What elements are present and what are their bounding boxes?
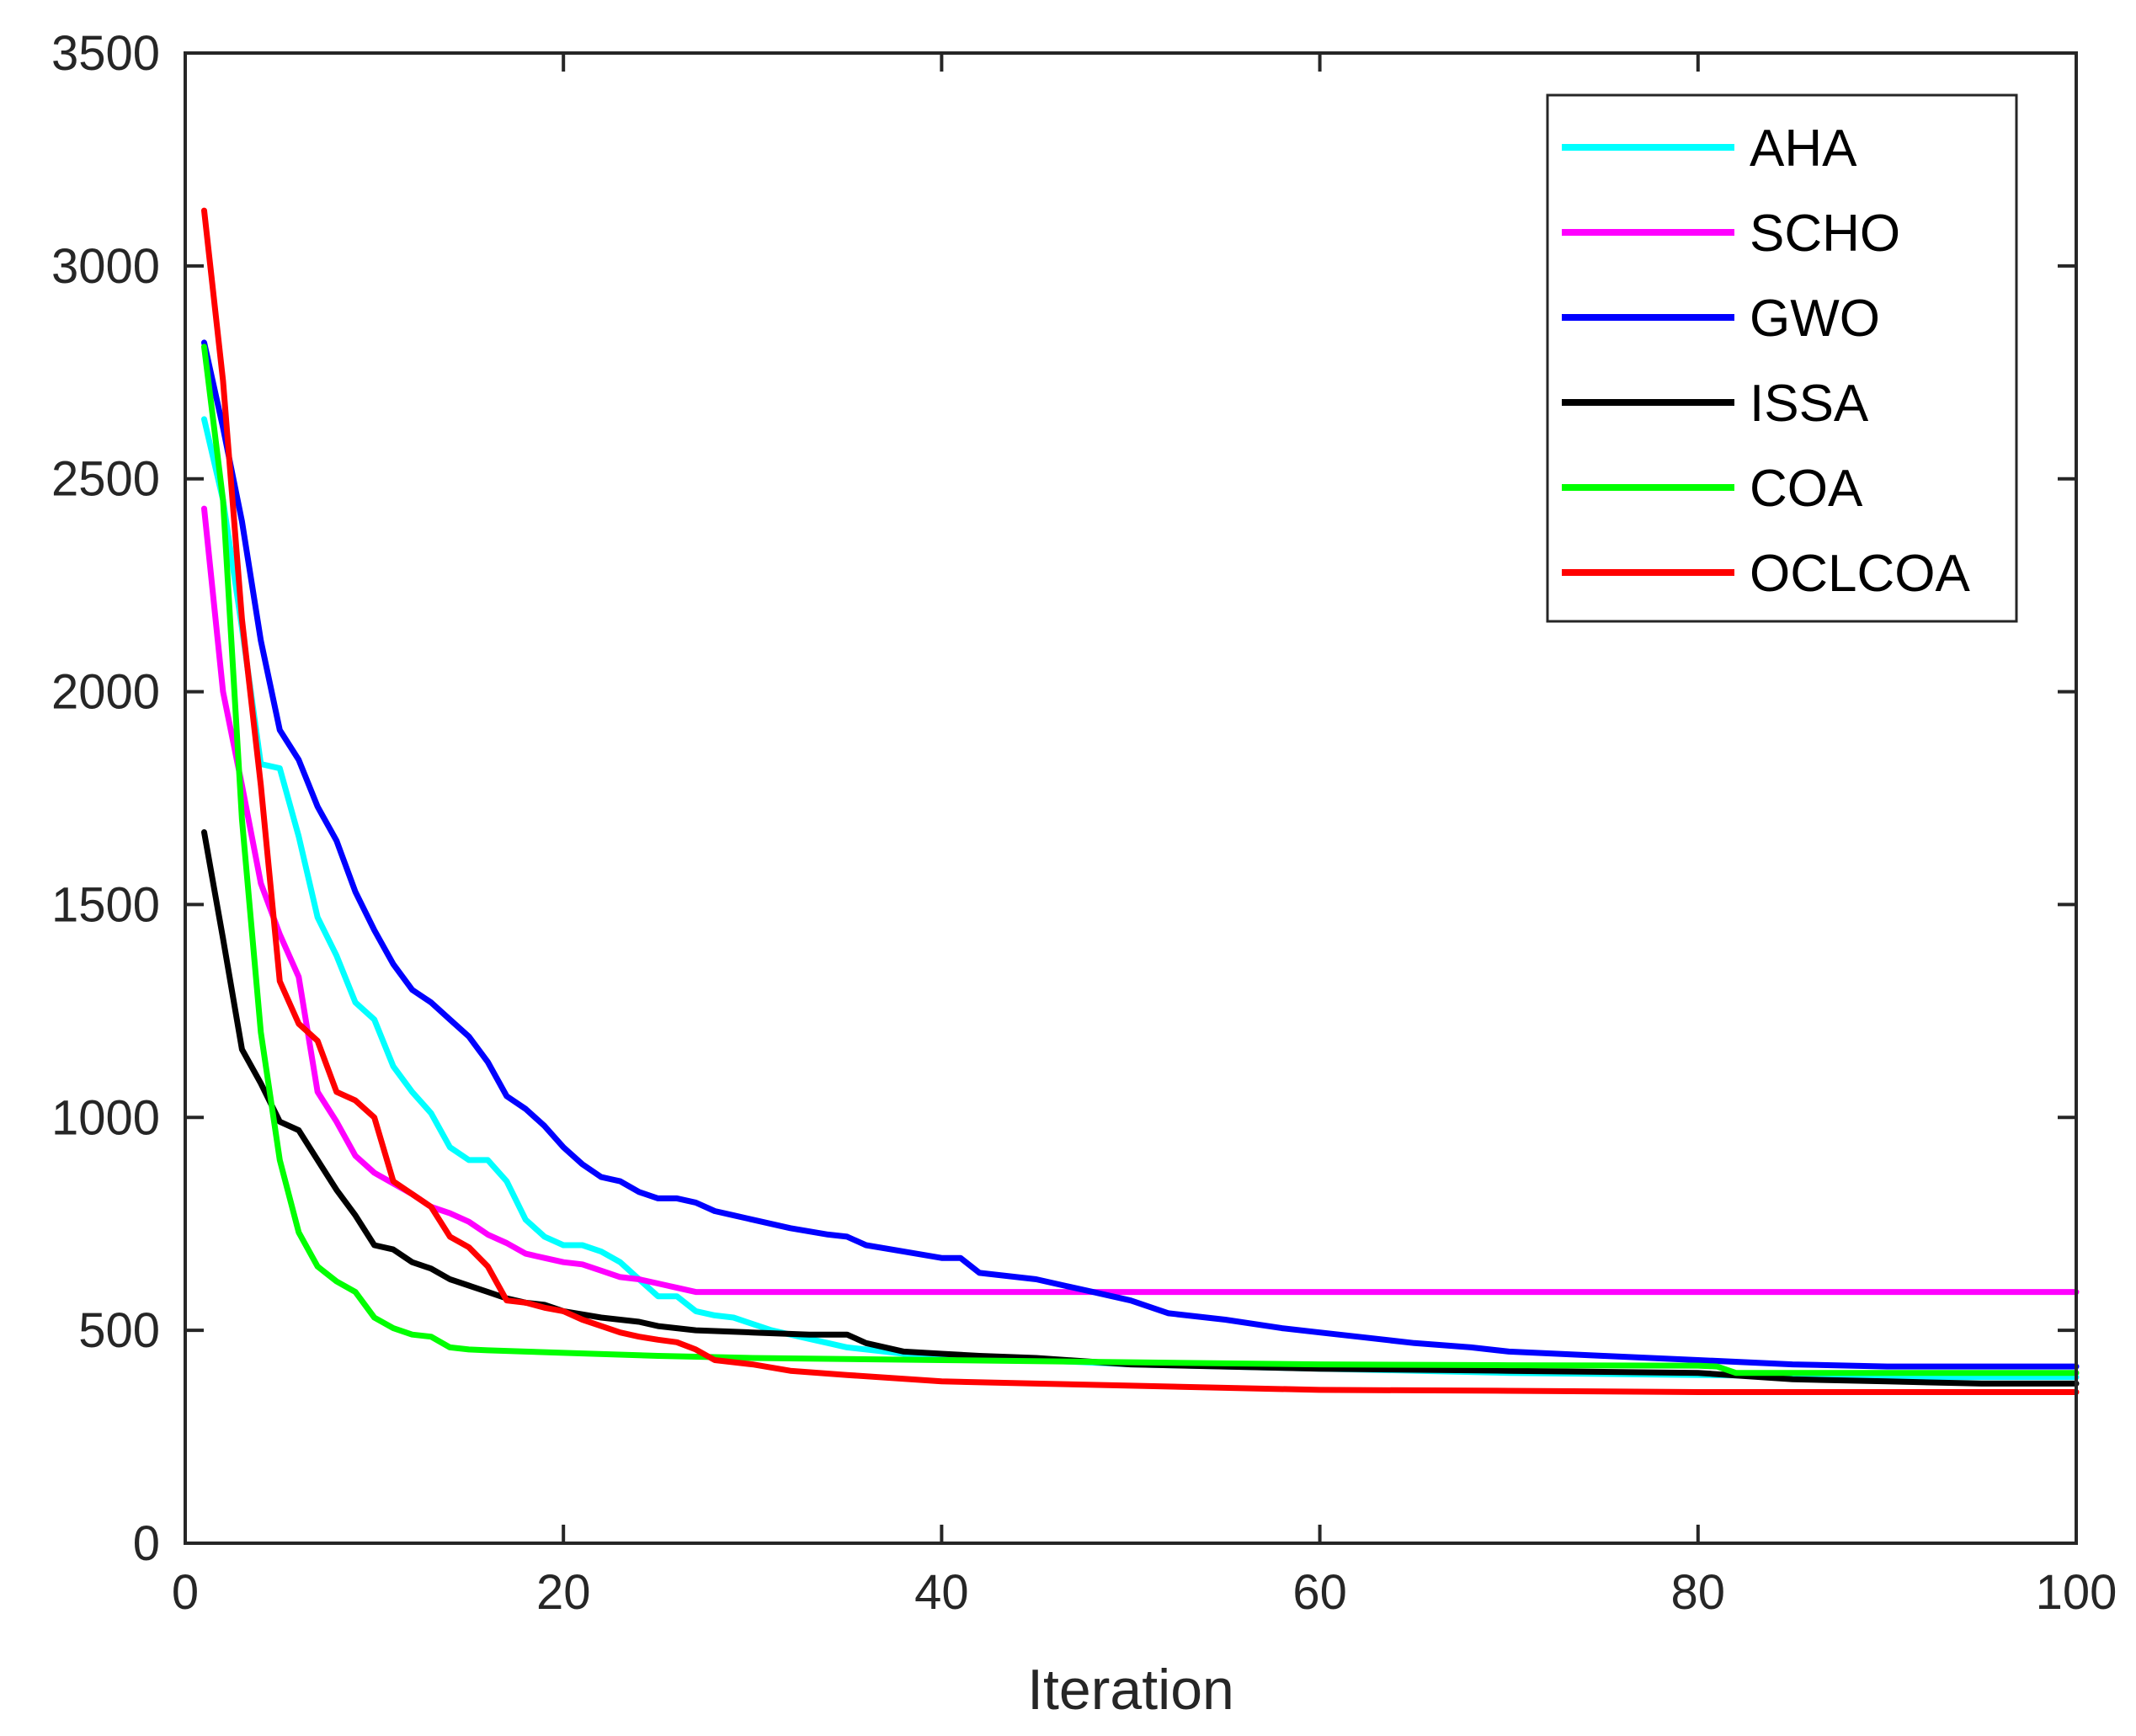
legend-label-coa: COA bbox=[1750, 460, 1863, 518]
series-line-gwo bbox=[201, 339, 2080, 1370]
y-tick-label: 3000 bbox=[51, 239, 160, 294]
y-tick-label: 500 bbox=[78, 1303, 160, 1358]
y-tick-label: 0 bbox=[133, 1516, 160, 1571]
x-axis-label: Iteration bbox=[1027, 1658, 1234, 1722]
x-tick-label: 0 bbox=[172, 1565, 199, 1620]
series-line-scho bbox=[201, 505, 2080, 1296]
x-tick-label: 20 bbox=[536, 1565, 591, 1620]
x-tick-label: 40 bbox=[914, 1565, 969, 1620]
legend-label-aha: AHA bbox=[1750, 120, 1857, 178]
series-line-oclcoa bbox=[201, 207, 2080, 1395]
x-tick-label: 100 bbox=[2036, 1565, 2117, 1620]
y-tick-label: 3500 bbox=[51, 26, 160, 81]
x-tick-label: 60 bbox=[1292, 1565, 1347, 1620]
y-tick-label: 1000 bbox=[51, 1090, 160, 1145]
legend: AHA SCHO GWO ISSA COA OCLCOA bbox=[1546, 93, 2018, 623]
y-tick-label: 1500 bbox=[51, 877, 160, 932]
legend-entries: AHA SCHO GWO ISSA COA OCLCOA bbox=[1562, 120, 1970, 603]
legend-label-gwo: GWO bbox=[1750, 290, 1880, 348]
legend-box bbox=[1546, 93, 2018, 623]
y-tick-label: 2500 bbox=[51, 452, 160, 507]
plot-area-frame bbox=[184, 51, 2078, 1545]
legend-label-scho: SCHO bbox=[1750, 205, 1900, 263]
y-tick-label: 2000 bbox=[51, 665, 160, 720]
series-layer bbox=[201, 207, 2080, 1395]
series-line-coa bbox=[201, 343, 2080, 1377]
legend-label-issa: ISSA bbox=[1750, 375, 1869, 433]
legend-label-oclcoa: OCLCOA bbox=[1750, 545, 1970, 603]
series-line-issa bbox=[201, 829, 2080, 1387]
x-tick-label: 80 bbox=[1671, 1565, 1726, 1620]
